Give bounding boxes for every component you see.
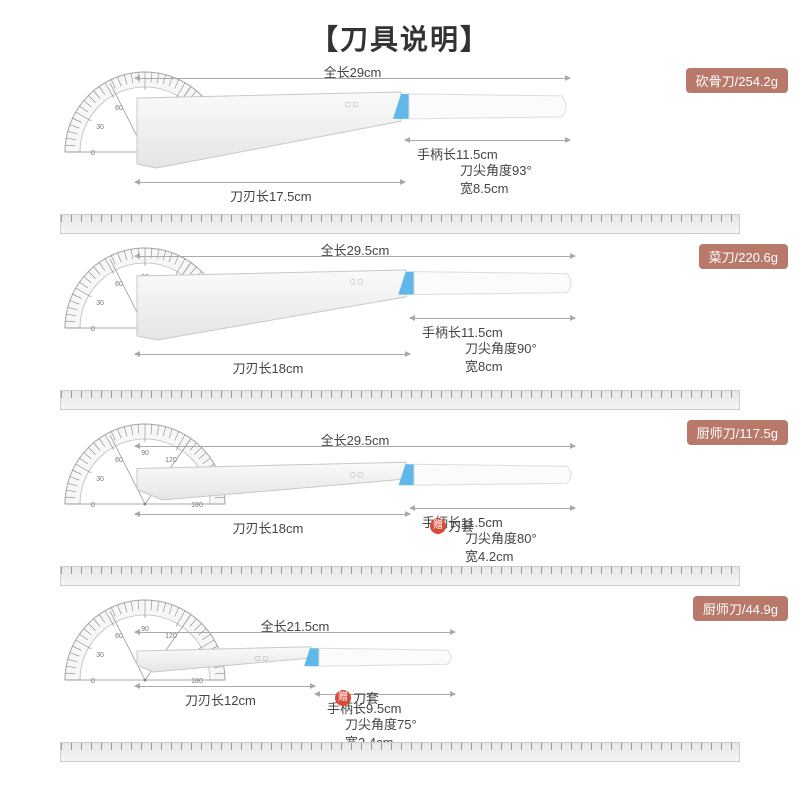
svg-text:0: 0 — [91, 502, 95, 509]
total-length: 全长29cm — [135, 62, 570, 81]
dim-line — [410, 318, 575, 319]
knife-badge: 砍骨刀/254.2g — [686, 68, 788, 93]
gift-sheath: 赠刀套 — [335, 688, 379, 707]
knife-badge: 厨师刀/44.9g — [693, 596, 788, 621]
knife-row-3: 0306090120150180 ▢ ▢ 厨师刀/44.9g 全长21.5cm … — [60, 592, 740, 762]
ruler — [60, 566, 740, 586]
gift-icon: 赠 — [335, 690, 351, 706]
total-length: 全长29.5cm — [135, 240, 575, 259]
total-length: 全长29.5cm — [135, 430, 575, 449]
dim-line — [410, 508, 575, 509]
dim-line — [405, 140, 570, 141]
blade-length: 刀刃长18cm — [233, 358, 304, 377]
ruler — [60, 390, 740, 410]
knife-row-2: 0306090120150180 ▢ ▢ 厨师刀/117.5g 全长29.5cm… — [60, 416, 740, 586]
dim-line — [135, 182, 405, 183]
handle-length: 手柄长11.5cm — [422, 322, 503, 341]
knife-spec: 刀尖角度90° 宽8cm — [465, 340, 537, 376]
svg-text:0: 0 — [91, 150, 95, 157]
page-title: 【刀具说明】 — [0, 0, 800, 58]
dim-line — [135, 514, 410, 515]
knife-badge: 菜刀/220.6g — [699, 244, 788, 269]
knife-diagram: ▢ ▢ — [135, 268, 575, 349]
knife-spec: 刀尖角度93° 宽8.5cm — [460, 162, 532, 198]
svg-text:30: 30 — [96, 124, 104, 131]
knife-row-0: 0306090120150180 ▢ ▢ 砍骨刀/254.2g 全长29cm 刀… — [60, 64, 740, 234]
svg-text:30: 30 — [96, 476, 104, 483]
svg-text:30: 30 — [96, 652, 104, 659]
svg-text:▢ ▢: ▢ ▢ — [255, 656, 268, 662]
blade-length: 刀刃长18cm — [233, 518, 304, 537]
knife-row-1: 0306090120150180 ▢ ▢ 菜刀/220.6g 全长29.5cm … — [60, 240, 740, 410]
knife-spec: 刀尖角度80° 宽4.2cm — [465, 530, 537, 566]
handle-length: 手柄长11.5cm — [417, 144, 498, 163]
ruler — [60, 214, 740, 234]
gift-icon: 赠 — [430, 518, 446, 534]
svg-text:0: 0 — [91, 678, 95, 685]
svg-text:0: 0 — [91, 326, 95, 333]
svg-text:▢ ▢: ▢ ▢ — [350, 280, 363, 286]
knife-diagram: ▢ ▢ — [135, 644, 455, 681]
svg-text:▢ ▢: ▢ ▢ — [345, 102, 358, 108]
svg-text:▢ ▢: ▢ ▢ — [350, 472, 363, 478]
blade-length: 刀刃长17.5cm — [230, 186, 312, 205]
gift-sheath: 赠刀套 — [430, 516, 474, 535]
total-length: 全长21.5cm — [135, 616, 455, 635]
knife-diagram: ▢ ▢ — [135, 458, 575, 509]
dim-line — [135, 354, 410, 355]
svg-text:90: 90 — [141, 450, 149, 457]
dim-line — [135, 686, 315, 687]
blade-length: 刀刃长12cm — [185, 690, 256, 709]
knife-badge: 厨师刀/117.5g — [687, 420, 788, 445]
svg-text:30: 30 — [96, 300, 104, 307]
ruler — [60, 742, 740, 762]
